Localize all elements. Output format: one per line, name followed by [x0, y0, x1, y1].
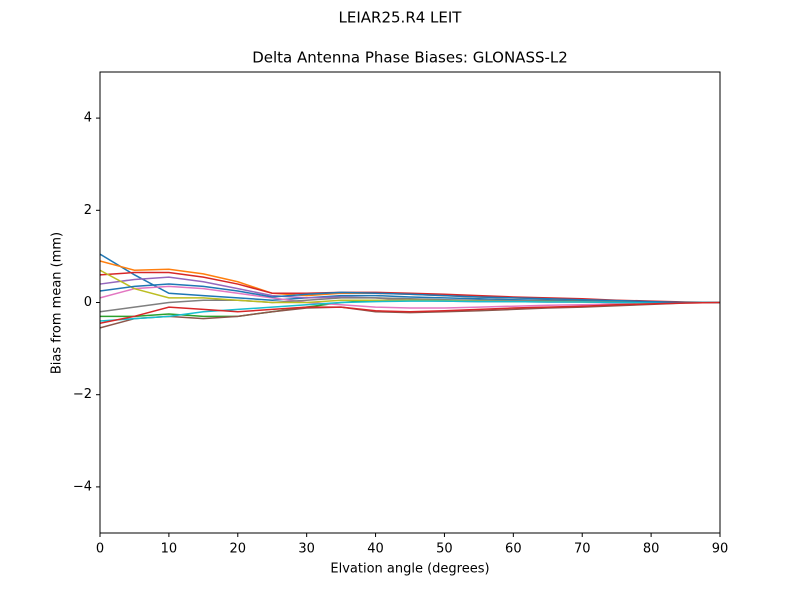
y-tick-label: −2: [73, 387, 92, 402]
x-tick-label: 10: [161, 542, 178, 557]
x-tick-label: 0: [96, 542, 104, 557]
series-line: [99, 253, 720, 304]
suptitle: LEIAR25.R4 LEIT: [339, 9, 463, 27]
x-tick-label: 60: [505, 542, 522, 557]
series-line: [99, 301, 721, 324]
y-tick-label: 4: [84, 111, 92, 126]
x-tick-label: 80: [643, 542, 660, 557]
x-tick-label: 40: [367, 542, 384, 557]
y-axis-label: Bias from mean (mm): [50, 232, 65, 374]
series-line: [99, 301, 721, 329]
y-tick-label: −4: [73, 479, 92, 494]
chart-title: Delta Antenna Phase Biases: GLONASS-L2: [252, 49, 568, 67]
x-tick-label: 90: [712, 542, 729, 557]
x-tick-label: 30: [298, 542, 315, 557]
series-line: [99, 285, 720, 309]
x-tick-label: 20: [230, 542, 247, 557]
x-axis-label: Elvation angle (degrees): [330, 562, 489, 577]
y-tick-label: 0: [84, 295, 92, 310]
y-tick-label: 2: [84, 203, 92, 218]
series-line: [99, 300, 720, 322]
x-tick-label: 50: [436, 542, 453, 557]
x-tick-label: 70: [574, 542, 591, 557]
series-line: [99, 283, 720, 304]
